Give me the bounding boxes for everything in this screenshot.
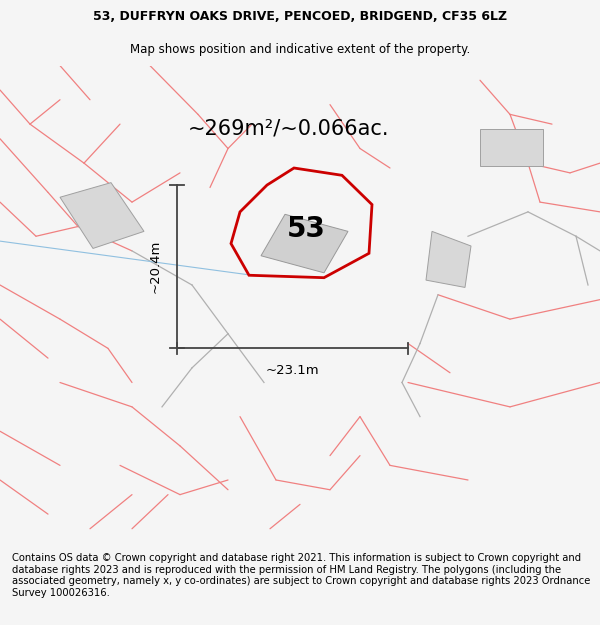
Text: 53, DUFFRYN OAKS DRIVE, PENCOED, BRIDGEND, CF35 6LZ: 53, DUFFRYN OAKS DRIVE, PENCOED, BRIDGEN… [93,10,507,23]
Text: 53: 53 [287,215,325,243]
Text: Map shows position and indicative extent of the property.: Map shows position and indicative extent… [130,42,470,56]
Polygon shape [426,231,471,288]
Text: ~23.1m: ~23.1m [266,364,319,377]
Text: Contains OS data © Crown copyright and database right 2021. This information is : Contains OS data © Crown copyright and d… [12,553,590,598]
Polygon shape [480,129,543,166]
Polygon shape [261,214,348,272]
Polygon shape [60,182,144,248]
Text: ~269m²/~0.066ac.: ~269m²/~0.066ac. [187,119,389,139]
Text: ~20.4m: ~20.4m [149,240,162,293]
